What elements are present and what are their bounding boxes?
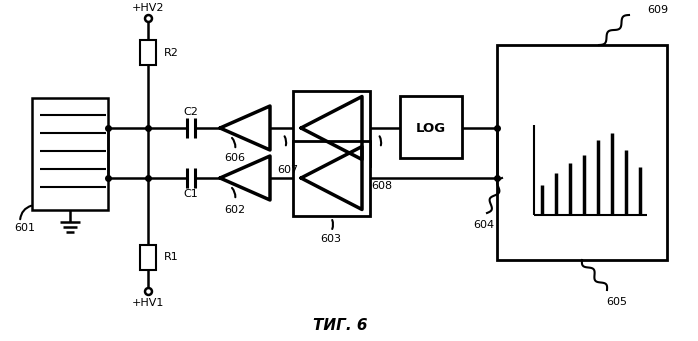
Text: C1: C1	[184, 189, 198, 199]
Bar	[497, 45, 667, 260]
Text: 609: 609	[647, 5, 668, 15]
Bar	[140, 245, 156, 270]
Bar	[293, 90, 370, 165]
Bar	[293, 140, 370, 216]
Bar	[400, 96, 462, 158]
Bar	[32, 98, 108, 210]
Bar	[140, 40, 156, 65]
Text: LOG: LOG	[416, 121, 446, 134]
Text: R1: R1	[164, 252, 179, 263]
Text: 602: 602	[225, 205, 246, 215]
Text: 601: 601	[14, 223, 35, 233]
Text: 606: 606	[225, 153, 246, 163]
Text: R2: R2	[164, 47, 179, 58]
Text: 604: 604	[473, 220, 495, 230]
Text: 607: 607	[277, 165, 299, 175]
Text: +HV1: +HV1	[132, 298, 164, 308]
Text: 605: 605	[607, 297, 628, 307]
Text: 603: 603	[320, 235, 341, 244]
Text: +HV2: +HV2	[132, 3, 164, 13]
Text: C2: C2	[184, 107, 198, 117]
Text: 608: 608	[371, 181, 392, 191]
Text: ΤИГ. 6: ΤИГ. 6	[313, 318, 367, 333]
